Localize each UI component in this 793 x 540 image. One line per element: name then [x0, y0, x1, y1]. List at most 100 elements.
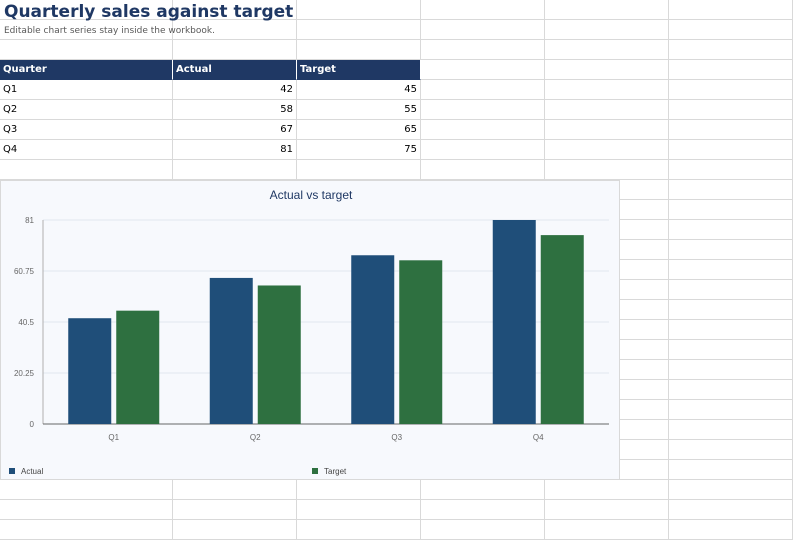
empty-cell[interactable]	[669, 60, 793, 80]
empty-cell[interactable]	[669, 280, 793, 300]
empty-cell[interactable]	[173, 480, 297, 500]
empty-cell[interactable]	[545, 500, 669, 520]
empty-cell[interactable]	[0, 480, 173, 500]
empty-cell[interactable]	[669, 100, 793, 120]
empty-cell[interactable]	[421, 120, 545, 140]
empty-cell[interactable]	[669, 40, 793, 60]
bar-target-q4	[540, 235, 584, 424]
empty-cell[interactable]	[421, 520, 545, 540]
empty-cell[interactable]	[297, 160, 421, 180]
empty-cell[interactable]	[669, 380, 793, 400]
empty-cell[interactable]	[669, 300, 793, 320]
empty-cell[interactable]	[669, 400, 793, 420]
empty-cell[interactable]	[421, 160, 545, 180]
table-header-cell[interactable]: Actual	[173, 60, 297, 80]
target-cell[interactable]: 45	[297, 80, 421, 100]
empty-cell[interactable]	[669, 120, 793, 140]
empty-cell[interactable]	[421, 60, 545, 80]
actual-cell[interactable]: 58	[173, 100, 297, 120]
y-tick-label: 81	[25, 216, 34, 225]
chart-object[interactable]: Actual vs target 0 20.25 40.5 60.75 81 Q1 Q2 Q3 Q…	[0, 180, 620, 480]
empty-cell[interactable]	[545, 140, 669, 160]
quarter-cell[interactable]: Q2	[0, 100, 173, 120]
actual-cell[interactable]: 81	[173, 140, 297, 160]
empty-cell[interactable]	[545, 520, 669, 540]
table-header-cell[interactable]: Target	[297, 60, 421, 80]
legend-label-actual: Actual	[21, 467, 43, 476]
empty-cell[interactable]	[545, 0, 669, 20]
empty-cell[interactable]	[173, 520, 297, 540]
empty-cell[interactable]	[0, 500, 173, 520]
empty-cell[interactable]	[669, 460, 793, 480]
empty-cell[interactable]	[173, 160, 297, 180]
empty-cell[interactable]	[0, 0, 173, 20]
empty-cell[interactable]	[669, 520, 793, 540]
empty-cell[interactable]	[669, 20, 793, 40]
empty-cell[interactable]	[297, 20, 421, 40]
quarter-cell[interactable]: Q3	[0, 120, 173, 140]
empty-cell[interactable]	[297, 0, 421, 20]
empty-cell[interactable]	[421, 100, 545, 120]
legend-label-target: Target	[324, 467, 347, 476]
target-cell[interactable]: 75	[297, 140, 421, 160]
empty-cell[interactable]	[669, 140, 793, 160]
empty-cell[interactable]	[421, 0, 545, 20]
empty-cell[interactable]	[545, 80, 669, 100]
bar-target-q3	[399, 260, 443, 424]
empty-cell[interactable]	[421, 20, 545, 40]
empty-cell[interactable]	[545, 60, 669, 80]
empty-cell[interactable]	[421, 480, 545, 500]
empty-cell[interactable]	[0, 520, 173, 540]
quarter-cell[interactable]: Q4	[0, 140, 173, 160]
empty-cell[interactable]	[545, 480, 669, 500]
empty-cell[interactable]	[669, 340, 793, 360]
empty-cell[interactable]	[669, 0, 793, 20]
sheet-subtitle: Editable chart series stay inside the wo…	[4, 26, 215, 36]
empty-cell[interactable]	[421, 80, 545, 100]
empty-cell[interactable]	[669, 160, 793, 180]
empty-cell[interactable]	[669, 180, 793, 200]
empty-cell[interactable]	[669, 260, 793, 280]
empty-cell[interactable]	[669, 360, 793, 380]
empty-cell[interactable]	[297, 500, 421, 520]
actual-cell[interactable]: 67	[173, 120, 297, 140]
empty-cell[interactable]	[669, 240, 793, 260]
empty-cell[interactable]	[545, 160, 669, 180]
empty-cell[interactable]	[669, 220, 793, 240]
empty-cell[interactable]	[421, 40, 545, 60]
bar-target-q2	[257, 285, 301, 424]
empty-cell[interactable]	[669, 440, 793, 460]
x-tick-label: Q3	[391, 433, 402, 442]
empty-cell[interactable]	[0, 20, 173, 40]
empty-cell[interactable]	[545, 100, 669, 120]
empty-cell[interactable]	[545, 20, 669, 40]
empty-cell[interactable]	[173, 0, 297, 20]
empty-cell[interactable]	[173, 40, 297, 60]
empty-cell[interactable]	[545, 120, 669, 140]
empty-cell[interactable]	[669, 420, 793, 440]
empty-cell[interactable]	[0, 160, 173, 180]
target-cell[interactable]: 55	[297, 100, 421, 120]
quarter-cell[interactable]: Q1	[0, 80, 173, 100]
target-cell[interactable]: 65	[297, 120, 421, 140]
actual-cell[interactable]: 42	[173, 80, 297, 100]
chart-title: Actual vs target	[270, 188, 353, 202]
empty-cell[interactable]	[669, 80, 793, 100]
empty-cell[interactable]	[297, 520, 421, 540]
empty-cell[interactable]	[669, 320, 793, 340]
empty-cell[interactable]	[545, 40, 669, 60]
empty-cell[interactable]	[421, 140, 545, 160]
empty-cell[interactable]	[669, 480, 793, 500]
x-tick-label: Q1	[108, 433, 119, 442]
empty-cell[interactable]	[297, 480, 421, 500]
empty-cell[interactable]	[669, 500, 793, 520]
empty-cell[interactable]	[173, 500, 297, 520]
empty-cell[interactable]	[0, 40, 173, 60]
empty-cell[interactable]	[297, 40, 421, 60]
empty-cell[interactable]	[669, 200, 793, 220]
empty-cell[interactable]	[173, 20, 297, 40]
bar-actual-q1	[68, 318, 112, 424]
table-header-cell[interactable]: Quarter	[0, 60, 173, 80]
empty-cell[interactable]	[421, 500, 545, 520]
